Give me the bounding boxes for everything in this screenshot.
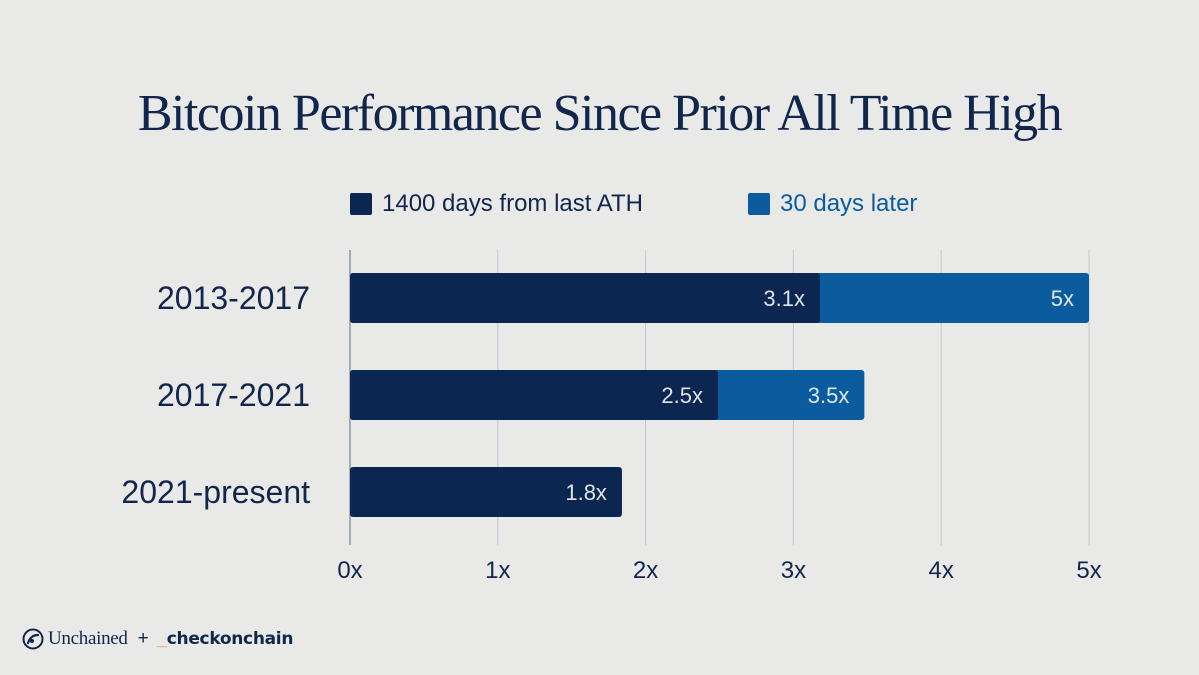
chart-title: Bitcoin Performance Since Prior All Time… [137, 85, 1063, 142]
x-tick-label: 1x [485, 557, 510, 584]
bar-value-label: 1.8x [565, 480, 607, 505]
legend-label-1400-days: 1400 days from last ATH [382, 190, 643, 217]
x-tick-label: 3x [781, 557, 806, 584]
checkonchain-brand: checkonchain [166, 629, 294, 649]
category-label: 2017-2021 [157, 377, 310, 413]
bar-value-label: 5x [1051, 286, 1074, 311]
unchained-brand: Unchained [48, 628, 128, 649]
legend-item-30-days: 30 days later [748, 190, 917, 218]
x-tick-label: 2x [633, 557, 658, 584]
bar-value-label: 3.1x [763, 286, 805, 311]
legend-swatch-light [748, 193, 770, 215]
legend-label-30-days: 30 days later [780, 190, 918, 217]
bar-value-label: 2.5x [661, 383, 703, 408]
legend: 1400 days from last ATH 30 days later [0, 190, 1199, 220]
legend-item-1400-days: 1400 days from last ATH [350, 190, 643, 218]
x-tick-label: 0x [337, 557, 362, 584]
bar-1400-days [350, 370, 719, 420]
legend-swatch-dark [350, 193, 372, 215]
unchained-logo-icon [22, 628, 44, 650]
plus-sign: + [137, 628, 149, 649]
category-label: 2021-present [121, 474, 310, 510]
x-tick-label: 4x [929, 557, 954, 584]
bar-1400-days [350, 467, 622, 517]
x-tick-label: 5x [1076, 557, 1101, 584]
checkonchain-underscore: _ [156, 628, 167, 649]
bar-value-label: 3.5x [808, 383, 850, 408]
footer-branding: Unchained + _ checkonchain [22, 624, 293, 654]
bar-1400-days [350, 273, 821, 323]
category-label: 2013-2017 [157, 280, 310, 316]
